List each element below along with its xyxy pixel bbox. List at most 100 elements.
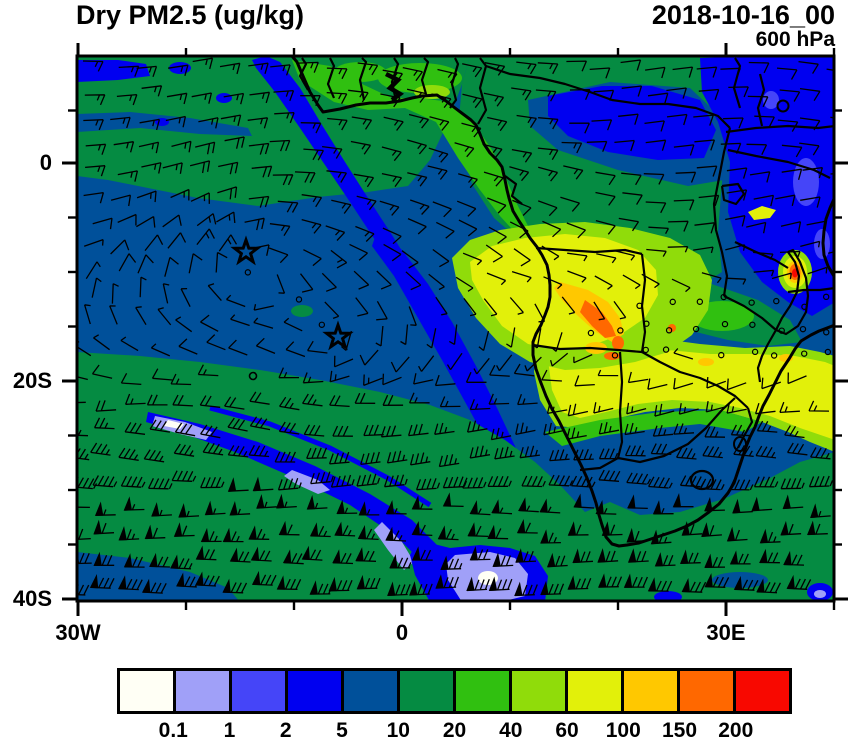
wind-barb-pennant	[89, 574, 99, 589]
wind-barb	[753, 251, 774, 260]
wind-barb	[299, 273, 314, 293]
wind-barb	[326, 170, 347, 183]
country-border	[723, 295, 777, 331]
wind-barb	[401, 250, 419, 269]
colorbar-value: 200	[718, 719, 754, 742]
wind-barb	[489, 364, 510, 377]
wind-barb	[567, 403, 589, 417]
wind-barb	[488, 226, 507, 245]
wind-barb	[324, 301, 340, 320]
wind-barb	[196, 213, 217, 227]
wind-barb	[756, 420, 778, 433]
wind-barb	[118, 253, 137, 272]
wind-barb	[269, 139, 291, 152]
wind-barb-pennant	[780, 520, 789, 536]
wind-barb	[199, 395, 221, 408]
wind-barb-pennant	[681, 521, 690, 536]
wind-barb	[111, 283, 119, 304]
wind-barb	[278, 421, 300, 435]
wind-barb	[90, 577, 115, 589]
wind-barb	[647, 92, 669, 104]
country-border	[485, 64, 731, 129]
wind-barb	[143, 449, 165, 463]
wind-barb	[458, 219, 478, 237]
wind-barb	[253, 304, 274, 311]
colorbar-value: 10	[386, 719, 410, 742]
wind-barb	[406, 88, 428, 103]
wind-barb	[673, 348, 694, 360]
wind-barb	[560, 196, 580, 212]
wind-barb	[170, 558, 193, 570]
colorbar-value: 20	[442, 719, 467, 742]
wind-barb	[303, 424, 325, 437]
wind-barb	[700, 478, 725, 491]
country-border	[298, 57, 309, 91]
wind-barb	[279, 396, 300, 411]
wind-barb-pennant	[539, 498, 548, 513]
wind-barb-pennant	[118, 526, 127, 541]
wind-barb	[84, 94, 106, 106]
colorbar-cell	[344, 671, 400, 711]
wind-barb-pennant	[518, 497, 527, 512]
wind-barb	[490, 427, 512, 441]
wind-barb	[799, 87, 821, 102]
wind-barb	[726, 378, 747, 391]
colorbar	[117, 668, 792, 714]
wind-barb	[448, 324, 458, 345]
wind-barb-pennant	[229, 501, 238, 516]
wind-barb	[754, 115, 775, 128]
wind-barb	[597, 369, 619, 377]
wind-barb-pennant	[467, 522, 476, 537]
wind-barb	[561, 296, 576, 315]
wind-barb	[435, 296, 448, 316]
wind-barb-pennant	[306, 494, 316, 510]
wind-barb	[486, 272, 507, 286]
wind-barb-pennant	[142, 578, 151, 593]
country-border	[477, 57, 488, 125]
wind-barb-pennant	[647, 577, 657, 592]
wind-barb	[466, 578, 490, 592]
wind-barb	[228, 339, 248, 356]
wind-barb	[483, 92, 505, 107]
wind-barb	[595, 219, 616, 235]
wind-barb	[627, 371, 649, 384]
country-border	[358, 57, 368, 101]
wind-barb	[386, 450, 408, 464]
wind-barb	[595, 171, 616, 186]
wind-barb	[200, 476, 225, 489]
wind-barb	[217, 186, 238, 200]
country-border	[535, 246, 643, 256]
wind-barb-pennant	[176, 572, 185, 587]
wind-barb	[756, 582, 781, 594]
wind-barb	[283, 317, 303, 332]
wind-barb	[92, 217, 113, 230]
colorbar-cell	[400, 671, 456, 711]
wind-barb	[230, 314, 250, 327]
wind-barb	[748, 61, 770, 74]
wind-barb-pennant	[573, 493, 582, 508]
wind-barb-pennant	[567, 575, 576, 590]
wind-barb	[733, 444, 754, 458]
wind-barb-pennant	[514, 581, 523, 597]
wind-barb-pennant	[469, 546, 478, 561]
wind-barb	[726, 402, 747, 414]
country-border	[720, 182, 746, 206]
wind-barb	[469, 399, 491, 411]
y-axis-label: 40S	[12, 586, 52, 611]
wind-barb	[218, 161, 239, 175]
wind-barb	[300, 94, 321, 106]
wind-barb-pennant	[681, 578, 690, 593]
wind-barb	[489, 578, 513, 592]
wind-barb	[436, 221, 455, 239]
wind-barb	[726, 167, 748, 179]
wind-barb	[437, 68, 458, 84]
wind-barb	[302, 393, 323, 407]
wind-barb-pennant	[623, 573, 633, 588]
wind-barb	[777, 119, 799, 132]
wind-barb	[800, 240, 821, 248]
wind-barb-pennant	[650, 529, 660, 545]
wind-barb	[141, 162, 162, 174]
wind-barb	[244, 217, 265, 231]
wind-barb	[355, 225, 375, 242]
bl-corner-steel	[77, 552, 240, 601]
